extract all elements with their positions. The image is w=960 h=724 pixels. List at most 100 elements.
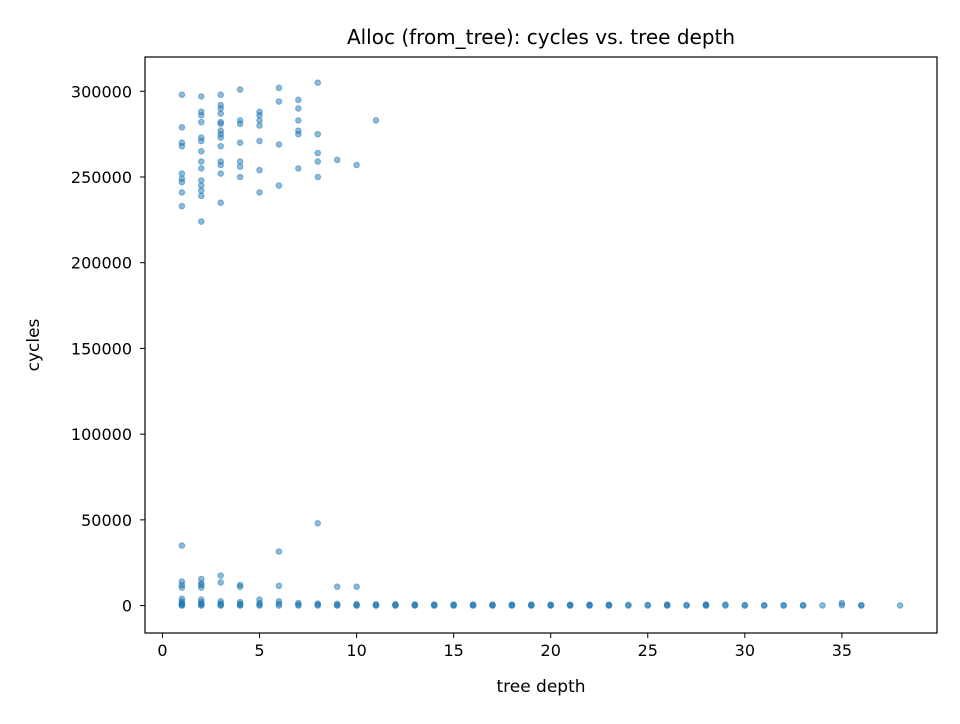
- data-point: [896, 602, 904, 609]
- data-point: [217, 142, 225, 150]
- y-tick-label: 50000: [81, 511, 132, 530]
- data-point: [197, 584, 205, 591]
- data-point: [314, 173, 322, 181]
- data-point: [197, 192, 205, 200]
- data-point: [178, 142, 186, 150]
- data-point: [780, 602, 787, 609]
- data-point: [683, 602, 690, 609]
- data-point: [236, 86, 244, 93]
- data-point: [217, 170, 225, 177]
- data-point: [547, 602, 555, 609]
- data-point: [256, 602, 263, 609]
- data-point: [178, 123, 186, 131]
- data-point: [178, 584, 186, 591]
- data-point: [625, 602, 632, 609]
- x-tick-label: 35: [832, 641, 852, 660]
- data-point: [295, 130, 302, 138]
- data-point: [217, 161, 225, 169]
- data-point: [857, 602, 865, 609]
- data-point: [236, 139, 244, 147]
- data-point: [217, 120, 225, 128]
- data-point: [256, 137, 263, 145]
- data-point: [217, 110, 225, 117]
- data-point: [314, 149, 322, 157]
- data-point: [372, 602, 380, 609]
- data-point: [314, 79, 322, 87]
- data-point: [353, 583, 360, 591]
- data-point: [197, 118, 205, 126]
- data-point: [333, 156, 341, 164]
- data-point: [314, 158, 322, 165]
- data-point: [178, 178, 186, 186]
- data-point: [197, 165, 205, 172]
- data-point: [275, 98, 283, 105]
- y-axis: 0 50000 100000 150000 200000 250000 300000: [71, 82, 145, 616]
- data-point: [178, 602, 186, 609]
- data-point: [314, 519, 322, 527]
- data-point: [178, 91, 186, 99]
- data-point: [197, 158, 205, 165]
- x-axis: 0 5 10 15 20 25 30 35: [157, 633, 852, 660]
- data-point: [333, 602, 341, 609]
- data-point: [741, 602, 749, 609]
- data-point: [295, 117, 302, 124]
- y-tick-label: 100000: [71, 425, 132, 444]
- data-point: [236, 583, 244, 591]
- data-point: [489, 602, 496, 609]
- data-point: [256, 166, 263, 174]
- data-point: [527, 602, 535, 609]
- data-point: [411, 602, 419, 609]
- data-point: [333, 583, 341, 591]
- data-point: [450, 602, 457, 609]
- data-point: [178, 542, 186, 549]
- data-point: [197, 137, 205, 145]
- data-point: [722, 602, 729, 609]
- data-point: [295, 602, 302, 609]
- y-tick-label: 300000: [71, 82, 132, 101]
- chart-title: Alloc (from_tree): cycles vs. tree depth: [347, 25, 735, 49]
- x-tick-label: 0: [157, 641, 167, 660]
- x-axis-label: tree depth: [496, 677, 585, 697]
- y-tick-label: 250000: [71, 168, 132, 187]
- data-point: [236, 163, 244, 171]
- x-tick-label: 30: [735, 641, 755, 660]
- y-tick-label: 200000: [71, 254, 132, 273]
- data-point: [295, 165, 302, 172]
- data-point: [702, 602, 710, 609]
- data-point: [295, 96, 302, 104]
- data-point: [275, 582, 283, 590]
- data-point: [178, 202, 186, 210]
- x-tick-label: 5: [254, 641, 264, 660]
- data-point: [353, 161, 360, 169]
- data-point: [663, 602, 671, 609]
- data-point: [236, 120, 244, 128]
- data-point: [799, 602, 807, 609]
- data-point: [197, 111, 205, 119]
- data-point: [217, 579, 225, 586]
- data-point: [275, 84, 283, 92]
- data-point: [586, 602, 593, 609]
- data-point: [197, 147, 205, 155]
- points-layer: [178, 79, 904, 609]
- y-axis-label: cycles: [24, 318, 44, 371]
- data-point: [256, 122, 263, 129]
- data-point: [197, 218, 205, 225]
- data-point: [508, 602, 516, 609]
- data-point: [392, 602, 399, 609]
- data-point: [178, 189, 186, 196]
- data-point: [236, 173, 244, 181]
- x-tick-label: 20: [541, 641, 561, 660]
- data-point: [217, 91, 225, 99]
- data-point: [217, 602, 225, 609]
- data-point: [566, 602, 574, 609]
- plot-frame: [144, 56, 938, 634]
- y-tick-label: 150000: [71, 339, 132, 358]
- y-tick-label: 0: [122, 597, 132, 616]
- data-point: [644, 602, 652, 609]
- data-point: [275, 602, 283, 609]
- data-point: [275, 182, 283, 189]
- data-point: [236, 602, 244, 609]
- data-point: [430, 602, 438, 609]
